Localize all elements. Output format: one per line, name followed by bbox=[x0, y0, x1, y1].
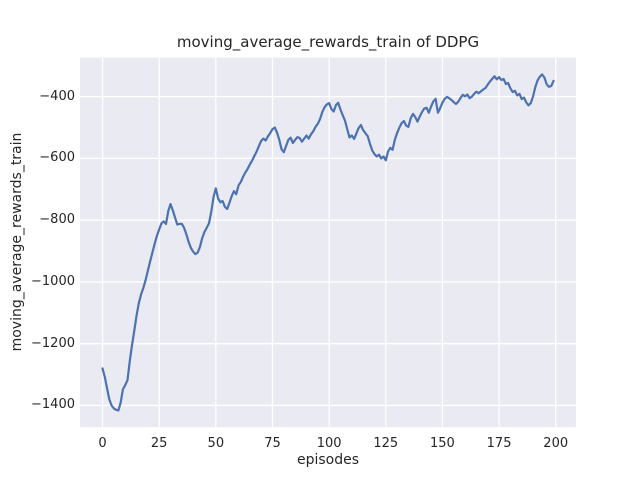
y-tick-label: −600 bbox=[39, 150, 75, 166]
chart-title: moving_average_rewards_train of DDPG bbox=[176, 33, 480, 51]
x-tick-label: 75 bbox=[264, 436, 281, 451]
x-tick-label: 0 bbox=[98, 436, 107, 451]
plot-area bbox=[80, 57, 576, 428]
x-tick-label: 100 bbox=[316, 436, 342, 451]
y-tick-label: −400 bbox=[39, 88, 75, 104]
y-tick-label: −1400 bbox=[31, 397, 75, 413]
x-tick-label: 150 bbox=[430, 436, 455, 451]
y-tick-label: −1200 bbox=[31, 335, 75, 351]
series-line bbox=[101, 73, 555, 412]
gridlines bbox=[80, 57, 576, 428]
y-tick-label: −800 bbox=[39, 212, 75, 228]
x-tick-label: 175 bbox=[486, 436, 512, 451]
x-tick-label: 25 bbox=[150, 436, 168, 451]
x-tick-label: 50 bbox=[207, 436, 225, 451]
x-tick-label: 125 bbox=[373, 436, 399, 451]
x-axis-label: episodes bbox=[296, 452, 360, 468]
x-tick-label: 200 bbox=[543, 436, 569, 451]
y-tick-label: −1000 bbox=[31, 273, 75, 289]
